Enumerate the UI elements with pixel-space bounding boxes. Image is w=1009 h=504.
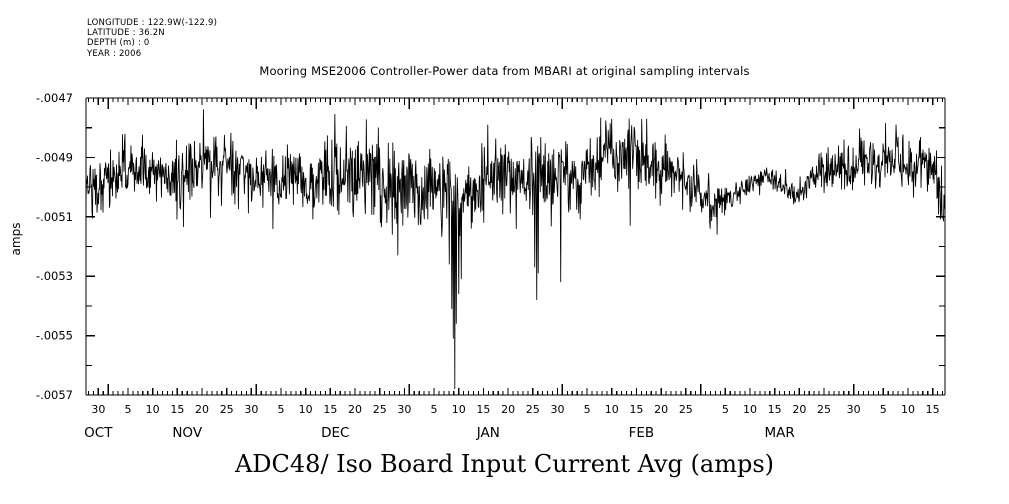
x-tick-label: 10 xyxy=(901,403,915,416)
x-tick-label: 10 xyxy=(605,403,619,416)
x-tick-label: 10 xyxy=(452,403,466,416)
x-tick-label: 25 xyxy=(679,403,693,416)
metadata-latitude: LATITUDE : 36.2N xyxy=(87,28,165,39)
x-tick-label: 20 xyxy=(654,403,668,416)
x-tick-label: 15 xyxy=(629,403,643,416)
x-tick-label: 15 xyxy=(476,403,490,416)
x-tick-label: 5 xyxy=(278,403,285,416)
x-tick-label: 30 xyxy=(91,403,105,416)
x-tick-label: 20 xyxy=(348,403,362,416)
x-tick-label: 25 xyxy=(373,403,387,416)
data-series xyxy=(85,109,946,390)
x-tick-label: 5 xyxy=(584,403,591,416)
x-axis-tick-labels: 30 5 10 15 20 25 30 5 10 15 20 25 30 5 10 15 20 25 30 5 10 15… xyxy=(91,403,939,416)
x-tick-label: 5 xyxy=(124,403,131,416)
x-tick-label: 20 xyxy=(501,403,515,416)
x-tick-label: 5 xyxy=(722,403,729,416)
x-tick-label: 30 xyxy=(550,403,564,416)
x-tick-label: 25 xyxy=(220,403,234,416)
x-tick-label: 30 xyxy=(397,403,411,416)
x-tick-label: 15 xyxy=(926,403,940,416)
x-tick-label: 5 xyxy=(431,403,438,416)
chart-caption: ADC48/ Iso Board Input Current Avg (amps… xyxy=(234,450,775,478)
y-axis-tick-labels: -.0047 -.0049 -.0051 -.0053 -.0055 -.0057 xyxy=(36,91,73,402)
x-month-label: JAN xyxy=(476,425,500,441)
x-tick-label: 25 xyxy=(526,403,540,416)
y-tick-label: -.0057 xyxy=(36,388,73,402)
plot-axes xyxy=(85,97,946,396)
x-month-label: MAR xyxy=(764,425,794,441)
x-tick-label: 15 xyxy=(323,403,337,416)
x-tick-label: 10 xyxy=(146,403,160,416)
axis-ticks xyxy=(86,97,945,396)
metadata-longitude: LONGITUDE : 122.9W(-122.9) xyxy=(87,18,218,28)
x-tick-label: 15 xyxy=(170,403,184,416)
x-axis-month-labels: OCT NOV DEC JAN FEB MAR xyxy=(84,425,795,441)
x-tick-label: 30 xyxy=(244,403,258,416)
metadata-year: YEAR : 2006 xyxy=(87,48,142,59)
x-month-label: OCT xyxy=(84,425,113,441)
x-month-label: DEC xyxy=(321,425,349,441)
x-tick-label: 15 xyxy=(768,403,782,416)
y-tick-label: -.0053 xyxy=(36,269,73,283)
x-tick-label: 5 xyxy=(880,403,887,416)
y-tick-label: -.0051 xyxy=(36,210,73,224)
x-month-label: NOV xyxy=(172,425,202,441)
y-tick-label: -.0055 xyxy=(36,329,73,343)
series-line xyxy=(85,109,946,390)
x-tick-label: 25 xyxy=(817,403,831,416)
chart-title: Mooring MSE2006 Controller-Power data fr… xyxy=(259,64,750,78)
x-tick-label: 30 xyxy=(847,403,861,416)
x-tick-label: 10 xyxy=(299,403,313,416)
x-tick-label: 20 xyxy=(792,403,806,416)
metadata-depth: DEPTH (m) : 0 xyxy=(87,38,150,49)
y-tick-label: -.0049 xyxy=(36,150,73,164)
x-tick-label: 20 xyxy=(195,403,209,416)
x-tick-label: 10 xyxy=(743,403,757,416)
x-month-label: FEB xyxy=(629,425,655,441)
station-metadata: LONGITUDE : 122.9W(-122.9) LATITUDE : 36… xyxy=(87,18,217,59)
y-tick-label: -.0047 xyxy=(36,91,73,105)
